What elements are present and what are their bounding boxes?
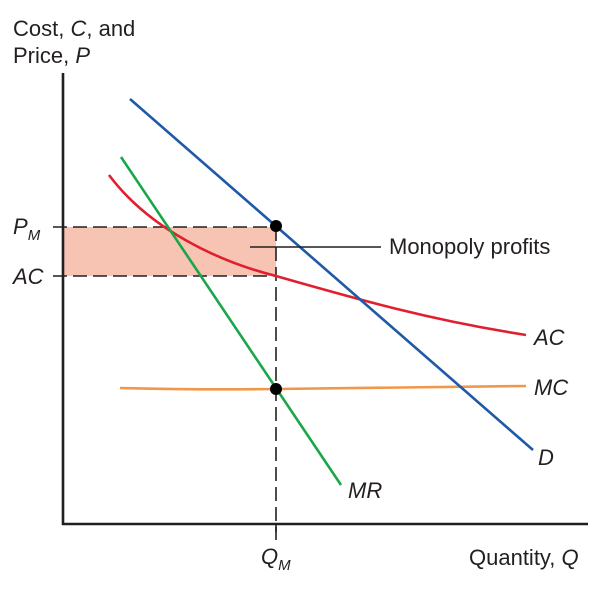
price-tick-label: PM xyxy=(13,214,41,244)
ac-tick-label: AC xyxy=(11,264,44,289)
ac-curve-label: AC xyxy=(532,325,565,350)
quantity-tick-label: QM xyxy=(261,544,291,574)
marginal-revenue-curve xyxy=(119,156,343,486)
x-axis-title: Quantity, Q xyxy=(469,545,579,570)
marginal-cost-curve xyxy=(119,384,527,391)
average-cost-curve xyxy=(107,174,527,337)
mc-curve-label: MC xyxy=(534,375,568,400)
mr-mc-intersection-point xyxy=(270,383,282,395)
demand-curve xyxy=(129,98,534,451)
y-axis-title-line1: Cost, C, and xyxy=(13,16,135,41)
monopoly-profits-label: Monopoly profits xyxy=(389,234,550,259)
monopoly-profit-area xyxy=(63,227,276,276)
demand-curve-label: D xyxy=(538,445,554,470)
mr-curve-label: MR xyxy=(348,478,382,503)
monopoly-price-point xyxy=(270,220,282,232)
y-axis-title-line2: Price, P xyxy=(13,43,90,68)
